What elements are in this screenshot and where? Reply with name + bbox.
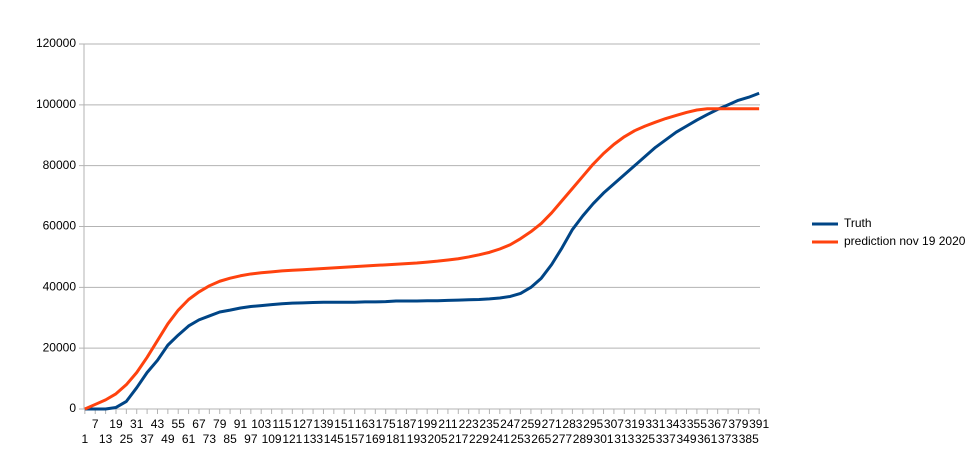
x-tick-label: 373 bbox=[718, 432, 738, 446]
series-line bbox=[84, 107, 760, 411]
x-tick-label: 223 bbox=[459, 417, 479, 431]
x-tick-label: 259 bbox=[521, 417, 541, 431]
y-tick-label: 20000 bbox=[43, 340, 77, 354]
x-tick-label: 355 bbox=[687, 417, 707, 431]
x-tick-label: 103 bbox=[251, 417, 271, 431]
x-tick-label: 91 bbox=[234, 417, 248, 431]
x-tick-label: 337 bbox=[656, 432, 676, 446]
x-tick-label: 73 bbox=[203, 432, 217, 446]
x-tick-label: 61 bbox=[182, 432, 196, 446]
series-line bbox=[84, 91, 760, 411]
legend-label: prediction nov 19 2020 bbox=[844, 234, 966, 248]
x-tick-label: 115 bbox=[272, 417, 291, 431]
y-tick-label: 0 bbox=[69, 401, 76, 415]
x-tick-label: 241 bbox=[490, 432, 510, 446]
legend-label: Truth bbox=[844, 216, 872, 230]
x-tick-label: 265 bbox=[531, 432, 551, 446]
y-tick-label: 120000 bbox=[36, 36, 76, 50]
y-tick-label: 40000 bbox=[43, 280, 77, 294]
x-tick-label: 49 bbox=[161, 432, 175, 446]
x-tick-label: 109 bbox=[262, 432, 282, 446]
x-tick-label: 1 bbox=[82, 432, 89, 446]
x-tick-label: 127 bbox=[293, 417, 313, 431]
x-tick-label: 13 bbox=[99, 432, 113, 446]
x-tick-label: 157 bbox=[345, 432, 365, 446]
x-tick-label: 307 bbox=[604, 417, 624, 431]
x-tick-label: 217 bbox=[448, 432, 468, 446]
x-tick-label: 37 bbox=[140, 432, 154, 446]
x-tick-label: 385 bbox=[739, 432, 759, 446]
x-tick-label: 145 bbox=[324, 432, 344, 446]
x-tick-label: 79 bbox=[213, 417, 227, 431]
x-tick-label: 295 bbox=[583, 417, 603, 431]
x-tick-label: 43 bbox=[151, 417, 165, 431]
x-tick-label: 229 bbox=[469, 432, 489, 446]
x-tick-label: 121 bbox=[282, 432, 302, 446]
x-tick-label: 277 bbox=[552, 432, 572, 446]
x-tick-label: 193 bbox=[407, 432, 427, 446]
x-tick-label: 187 bbox=[396, 417, 416, 431]
x-tick-label: 31 bbox=[130, 417, 144, 431]
x-tick-label: 151 bbox=[334, 417, 354, 431]
x-tick-label: 301 bbox=[594, 432, 614, 446]
x-tick-label: 271 bbox=[542, 417, 562, 431]
x-tick-label: 85 bbox=[223, 432, 237, 446]
x-tick-label: 181 bbox=[386, 432, 406, 446]
x-tick-label: 313 bbox=[614, 432, 634, 446]
x-tick-label: 283 bbox=[562, 417, 582, 431]
x-tick-label: 163 bbox=[355, 417, 375, 431]
x-tick-label: 7 bbox=[92, 417, 99, 431]
x-tick-label: 169 bbox=[365, 432, 385, 446]
x-tick-label: 343 bbox=[666, 417, 686, 431]
x-tick-label: 139 bbox=[313, 417, 333, 431]
x-tick-label: 97 bbox=[244, 432, 258, 446]
x-tick-label: 253 bbox=[511, 432, 531, 446]
y-tick-label: 80000 bbox=[43, 158, 77, 172]
x-tick-label: 247 bbox=[500, 417, 520, 431]
x-tick-label: 331 bbox=[645, 417, 665, 431]
x-tick-label: 289 bbox=[573, 432, 593, 446]
x-tick-label: 379 bbox=[728, 417, 748, 431]
x-tick-label: 367 bbox=[708, 417, 728, 431]
x-tick-label: 319 bbox=[625, 417, 645, 431]
x-tick-label: 325 bbox=[635, 432, 655, 446]
y-tick-label: 100000 bbox=[36, 97, 76, 111]
x-tick-label: 235 bbox=[479, 417, 499, 431]
x-tick-label: 133 bbox=[303, 432, 323, 446]
x-tick-label: 211 bbox=[438, 417, 457, 431]
x-tick-label: 55 bbox=[172, 417, 186, 431]
x-tick-label: 19 bbox=[109, 417, 123, 431]
x-tick-label: 199 bbox=[417, 417, 437, 431]
x-tick-label: 25 bbox=[120, 432, 134, 446]
y-tick-label: 60000 bbox=[43, 219, 77, 233]
x-tick-label: 391 bbox=[749, 417, 769, 431]
x-tick-label: 67 bbox=[192, 417, 206, 431]
x-tick-label: 349 bbox=[677, 432, 697, 446]
x-tick-label: 361 bbox=[697, 432, 717, 446]
x-tick-label: 205 bbox=[428, 432, 448, 446]
x-tick-label: 175 bbox=[376, 417, 396, 431]
